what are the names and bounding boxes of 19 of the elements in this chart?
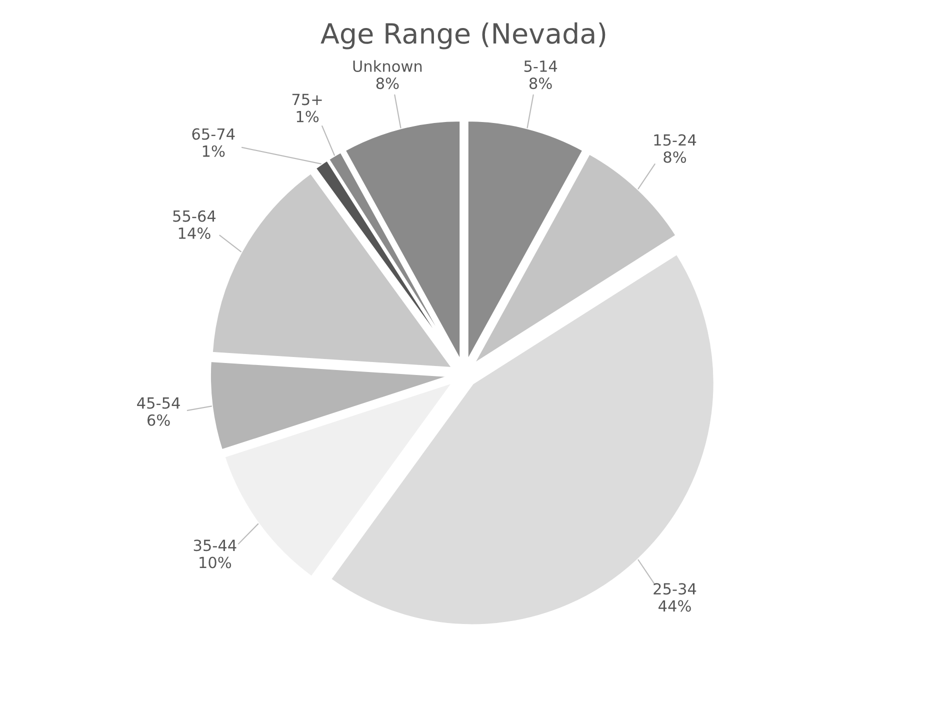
slice-label: 55-64 [173,210,216,222]
slice-label: 15-24 [654,134,696,146]
slice-label: 45-54 [137,397,180,409]
slice-label: 35-44 [194,540,236,552]
data-label: 1% [202,145,225,157]
data-label: 8% [376,78,399,90]
data-label: 1% [296,110,319,122]
data-label: 6% [148,414,170,426]
slice-label: 75+ [292,94,322,106]
data-label: 10% [200,556,232,568]
data-label: 8% [529,78,552,90]
chart-title: Age Range (Nevada) [320,22,606,50]
data-label: 8% [664,151,686,163]
slice-label: 25-34 [654,583,696,595]
data-label: 44% [658,600,691,612]
slice-label: 5-14 [524,60,558,72]
slice-label: Unknown [353,60,422,72]
data-label: 14% [178,227,210,239]
slice-label: 65-74 [192,128,235,140]
